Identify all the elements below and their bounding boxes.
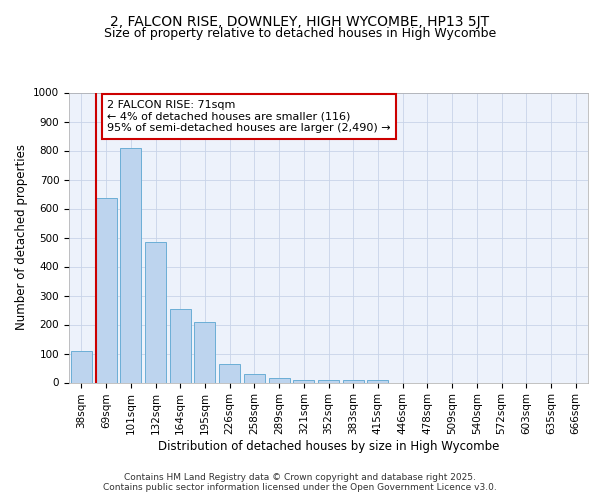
Text: Contains HM Land Registry data © Crown copyright and database right 2025.
Contai: Contains HM Land Registry data © Crown c…: [103, 473, 497, 492]
Bar: [120, 148, 141, 382]
Bar: [95, 198, 116, 382]
Bar: [71, 350, 92, 382]
Bar: [170, 308, 191, 382]
Bar: [343, 380, 364, 382]
Bar: [318, 380, 339, 382]
Text: Size of property relative to detached houses in High Wycombe: Size of property relative to detached ho…: [104, 28, 496, 40]
Bar: [269, 378, 290, 382]
Y-axis label: Number of detached properties: Number of detached properties: [14, 144, 28, 330]
Bar: [293, 380, 314, 382]
Bar: [219, 364, 240, 382]
X-axis label: Distribution of detached houses by size in High Wycombe: Distribution of detached houses by size …: [158, 440, 499, 453]
Bar: [145, 242, 166, 382]
Bar: [194, 322, 215, 382]
Bar: [367, 380, 388, 382]
Text: 2 FALCON RISE: 71sqm
← 4% of detached houses are smaller (116)
95% of semi-detac: 2 FALCON RISE: 71sqm ← 4% of detached ho…: [107, 100, 391, 133]
Text: 2, FALCON RISE, DOWNLEY, HIGH WYCOMBE, HP13 5JT: 2, FALCON RISE, DOWNLEY, HIGH WYCOMBE, H…: [110, 15, 490, 29]
Bar: [244, 374, 265, 382]
